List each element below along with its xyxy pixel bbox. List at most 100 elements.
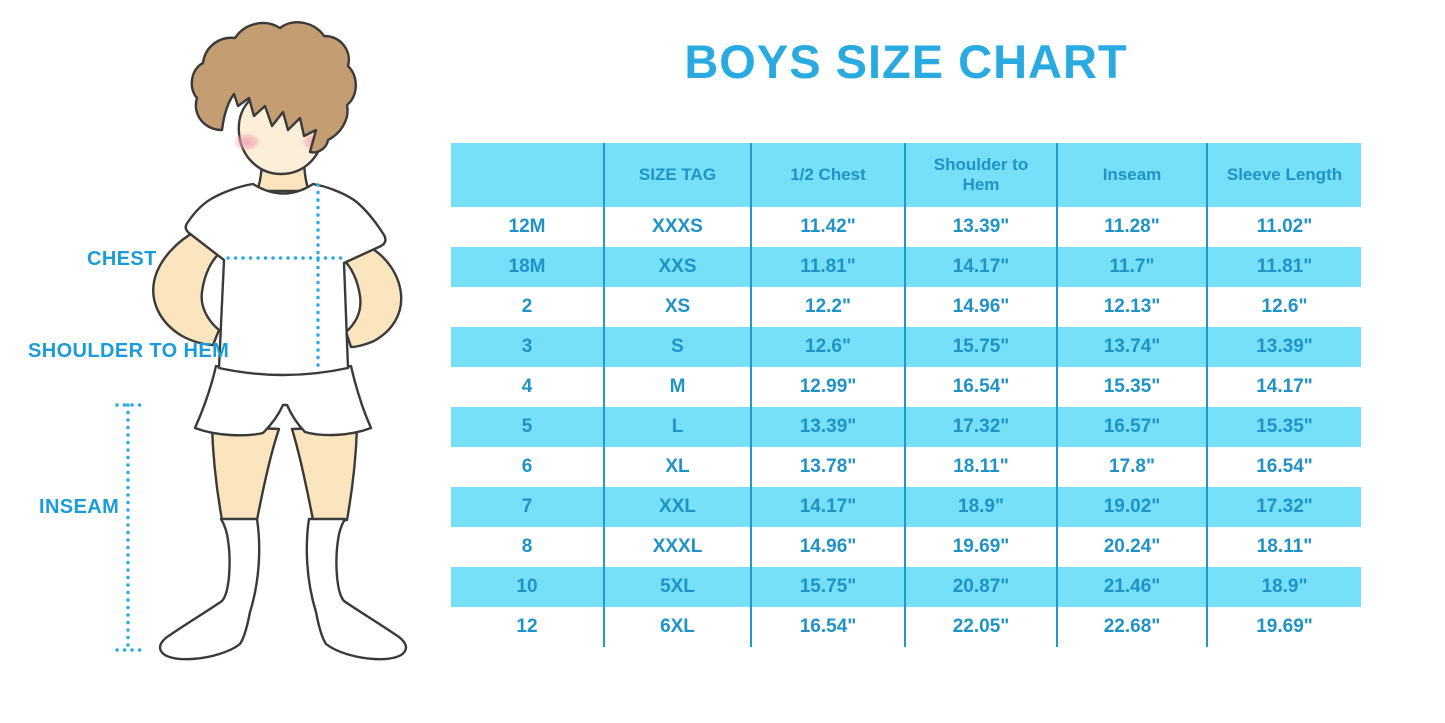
table-cell: 19.02" xyxy=(1056,487,1207,527)
boy-shirt xyxy=(184,182,387,377)
table-row: 4 M 12.99" 16.54" 15.35" 14.17" xyxy=(451,367,1361,407)
table-cell: 12.99" xyxy=(750,367,905,407)
table-cell: 12 xyxy=(516,616,538,637)
table-cell: 14.17" xyxy=(904,247,1057,287)
table-cell: 18.9" xyxy=(1206,567,1361,607)
table-cell: 19.69" xyxy=(904,527,1057,567)
table-header: SIZE TAG 1/2 Chest Shoulder to Hem Insea… xyxy=(451,143,1361,207)
table-row: 18M XXS 11.81" 14.17" 11.7" 11.81" xyxy=(451,247,1361,287)
table-cell: 14.17" xyxy=(750,487,905,527)
table-cell: XL xyxy=(603,447,751,487)
table-row: 7 XXL 14.17" 18.9" 19.02" 17.32" xyxy=(451,487,1361,527)
table-cell: L xyxy=(603,407,751,447)
table-cell: 22.05" xyxy=(904,607,1057,647)
table-row: 8 XXXL 14.96" 19.69" 20.24" 18.11" xyxy=(451,527,1361,567)
table-row: 5 L 13.39" 17.32" 16.57" 15.35" xyxy=(451,407,1361,447)
size-chart-table: SIZE TAG 1/2 Chest Shoulder to Hem Insea… xyxy=(451,143,1361,647)
table-cell: 12M xyxy=(508,216,546,237)
table-cell: 17.32" xyxy=(1206,487,1361,527)
chest-label: CHEST xyxy=(87,248,157,270)
table-cell: 18.9" xyxy=(904,487,1057,527)
header-cell-size-tag: SIZE TAG xyxy=(603,143,751,207)
boy-shorts xyxy=(193,364,373,437)
table-cell: 5XL xyxy=(603,567,751,607)
table-cell: 15.35" xyxy=(1206,407,1361,447)
table-cell: M xyxy=(603,367,751,407)
table-cell: 18.11" xyxy=(904,447,1057,487)
table-cell: 14.96" xyxy=(904,287,1057,327)
table-cell: 11.81" xyxy=(750,247,905,287)
left-blush xyxy=(233,133,261,151)
header-cell-size xyxy=(451,143,604,207)
table-cell: 16.54" xyxy=(1206,447,1361,487)
table-cell: 20.87" xyxy=(904,567,1057,607)
table-cell: 5 xyxy=(451,407,604,447)
header-cell-half-chest: 1/2 Chest xyxy=(750,143,905,207)
header-cell-shoulder-to-hem: Shoulder to Hem xyxy=(904,143,1057,207)
boy-hair xyxy=(190,21,357,154)
table-row: 3 S 12.6" 15.75" 13.74" 13.39" xyxy=(451,327,1361,367)
shoulder-to-hem-label: SHOULDER TO HEM xyxy=(28,340,230,362)
inseam-label: INSEAM xyxy=(39,496,120,518)
table-cell: 15.75" xyxy=(904,327,1057,367)
table-cell: 11.7" xyxy=(1056,247,1207,287)
boy-legs xyxy=(210,424,359,522)
table-cell: 11.42" xyxy=(750,207,905,247)
table-cell: 14.17" xyxy=(1206,367,1361,407)
measurement-figure: CHEST SHOULDER TO HEM INSEAM xyxy=(0,0,450,723)
boy-illustration xyxy=(115,21,408,661)
boy-socks xyxy=(158,517,408,661)
table-cell: S xyxy=(603,327,751,367)
header-row: SIZE TAG 1/2 Chest Shoulder to Hem Insea… xyxy=(451,143,1361,207)
table-cell: 16.54" xyxy=(904,367,1057,407)
header-cell-sleeve-length: Sleeve Length xyxy=(1206,143,1361,207)
table-cell: 10 xyxy=(451,567,604,607)
table-cell: 13.39" xyxy=(1206,327,1361,367)
table-cell: XXXS xyxy=(603,207,751,247)
page-title: BOYS SIZE CHART xyxy=(684,35,1128,88)
table-cell: XXL xyxy=(603,487,751,527)
inseam-dotted-line xyxy=(115,403,142,652)
table-cell: 4 xyxy=(521,376,533,397)
table-cell: 16.57" xyxy=(1056,407,1207,447)
table-cell: 19.69" xyxy=(1206,607,1361,647)
table-cell: 13.74" xyxy=(1056,327,1207,367)
table-cell: 12.2" xyxy=(750,287,905,327)
table-cell: 2 xyxy=(521,296,533,317)
table-cell: 12.13" xyxy=(1056,287,1207,327)
table-cell: 18M xyxy=(451,247,604,287)
table-cell: 3 xyxy=(451,327,604,367)
table-cell: 11.02" xyxy=(1206,207,1361,247)
header-cell-inseam: Inseam xyxy=(1056,143,1207,207)
table-cell: 14.96" xyxy=(750,527,905,567)
table-row: 12 6XL 16.54" 22.05" 22.68" 19.69" xyxy=(451,607,1361,647)
boy-arms xyxy=(152,228,403,349)
size-table-body: 12M XXXS 11.42" 13.39" 11.28" 11.02" 18M XXS 11.… xyxy=(451,207,1361,647)
table-cell: XXS xyxy=(603,247,751,287)
table-cell: 17.32" xyxy=(904,407,1057,447)
table-cell: 17.8" xyxy=(1056,447,1207,487)
table-cell: XS xyxy=(603,287,751,327)
table-cell: 22.68" xyxy=(1056,607,1207,647)
table-cell: 7 xyxy=(451,487,604,527)
table-cell: 12.6" xyxy=(1206,287,1361,327)
table-cell: 21.46" xyxy=(1056,567,1207,607)
table-cell: 8 xyxy=(521,536,533,557)
table-cell: 18.11" xyxy=(1206,527,1361,567)
table-cell: 20.24" xyxy=(1056,527,1207,567)
table-cell: XXXL xyxy=(603,527,751,567)
table-cell: 15.75" xyxy=(750,567,905,607)
table-row: 2 XS 12.2" 14.96" 12.13" 12.6" xyxy=(451,287,1361,327)
table-cell: 11.81" xyxy=(1206,247,1361,287)
table-cell: 15.35" xyxy=(1056,367,1207,407)
table-cell: 12.6" xyxy=(750,327,905,367)
table-cell: 11.28" xyxy=(1056,207,1207,247)
table-row: 6 XL 13.78" 18.11" 17.8" 16.54" xyxy=(451,447,1361,487)
table-cell: 6 xyxy=(521,456,533,477)
table-row: 10 5XL 15.75" 20.87" 21.46" 18.9" xyxy=(451,567,1361,607)
table-cell: 6XL xyxy=(603,607,751,647)
table-row: 12M XXXS 11.42" 13.39" 11.28" 11.02" xyxy=(451,207,1361,247)
table-cell: 13.39" xyxy=(750,407,905,447)
table-cell: 13.39" xyxy=(904,207,1057,247)
